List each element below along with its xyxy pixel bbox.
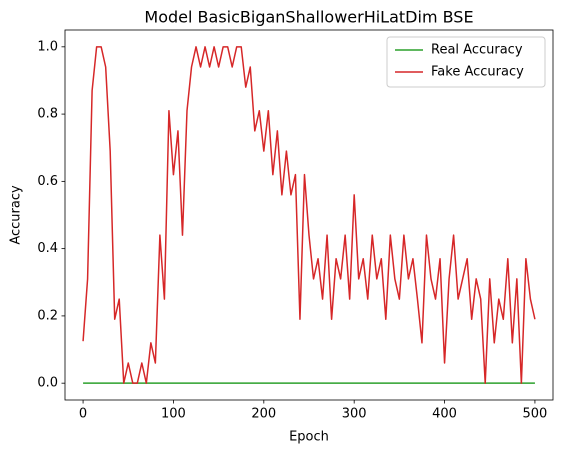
x-tick-label: 500 [523,407,548,422]
y-tick-label: 1.0 [37,39,58,54]
legend-label: Real Accuracy [431,43,523,58]
plot-frame [64,29,554,401]
x-tick-label: 100 [161,407,186,422]
x-tick-label: 200 [251,407,276,422]
y-axis-label: Accuracy [9,185,24,245]
y-tick-label: 0.0 [37,376,58,391]
x-tick-label: 0 [79,407,87,422]
x-tick-label: 300 [342,407,367,422]
x-tick-label: 400 [432,407,457,422]
x-axis-label: Epoch [289,430,329,445]
legend-label: Fake Accuracy [431,65,524,80]
data-line [82,46,536,384]
y-tick-label: 0.8 [37,107,58,122]
y-tick-label: 0.2 [37,308,58,323]
y-tick-label: 0.4 [37,241,58,256]
y-tick-label: 0.6 [37,174,58,189]
chart-title: Model BasicBiganShallowerHiLatDim BSE [144,8,473,27]
legend-box [386,36,546,88]
